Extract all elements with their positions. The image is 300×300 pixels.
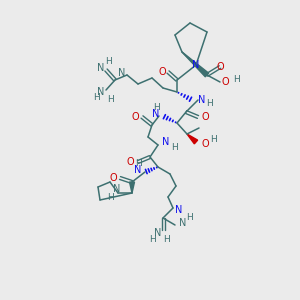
Text: H: H <box>171 142 178 152</box>
Polygon shape <box>182 52 209 77</box>
Text: H: H <box>105 56 111 65</box>
Text: H: H <box>206 98 213 107</box>
Text: N: N <box>134 165 141 175</box>
Text: N: N <box>154 228 161 238</box>
Text: O: O <box>110 173 117 183</box>
Text: H: H <box>106 94 113 103</box>
Text: H: H <box>106 193 113 202</box>
Polygon shape <box>130 182 134 193</box>
Text: N: N <box>118 68 125 78</box>
Text: H: H <box>93 94 99 103</box>
Text: H: H <box>210 136 217 145</box>
Text: N: N <box>198 95 206 105</box>
Text: N: N <box>192 60 200 70</box>
Text: N: N <box>179 218 186 228</box>
Text: N: N <box>152 109 159 119</box>
Text: H: H <box>153 103 160 112</box>
Text: H: H <box>164 236 170 244</box>
Text: O: O <box>158 67 166 77</box>
Text: N: N <box>113 184 121 194</box>
Text: N: N <box>162 137 169 147</box>
Text: H: H <box>135 158 142 167</box>
Text: O: O <box>222 77 230 87</box>
Text: O: O <box>202 112 210 122</box>
Text: N: N <box>97 63 104 73</box>
Text: H: H <box>150 236 156 244</box>
Text: N: N <box>175 205 182 215</box>
Text: H: H <box>233 76 240 85</box>
Text: O: O <box>201 139 208 149</box>
Text: N: N <box>97 87 104 97</box>
Text: O: O <box>131 112 139 122</box>
Text: O: O <box>216 62 224 72</box>
Text: O: O <box>126 157 134 167</box>
Polygon shape <box>187 134 198 144</box>
Text: H: H <box>186 212 193 221</box>
